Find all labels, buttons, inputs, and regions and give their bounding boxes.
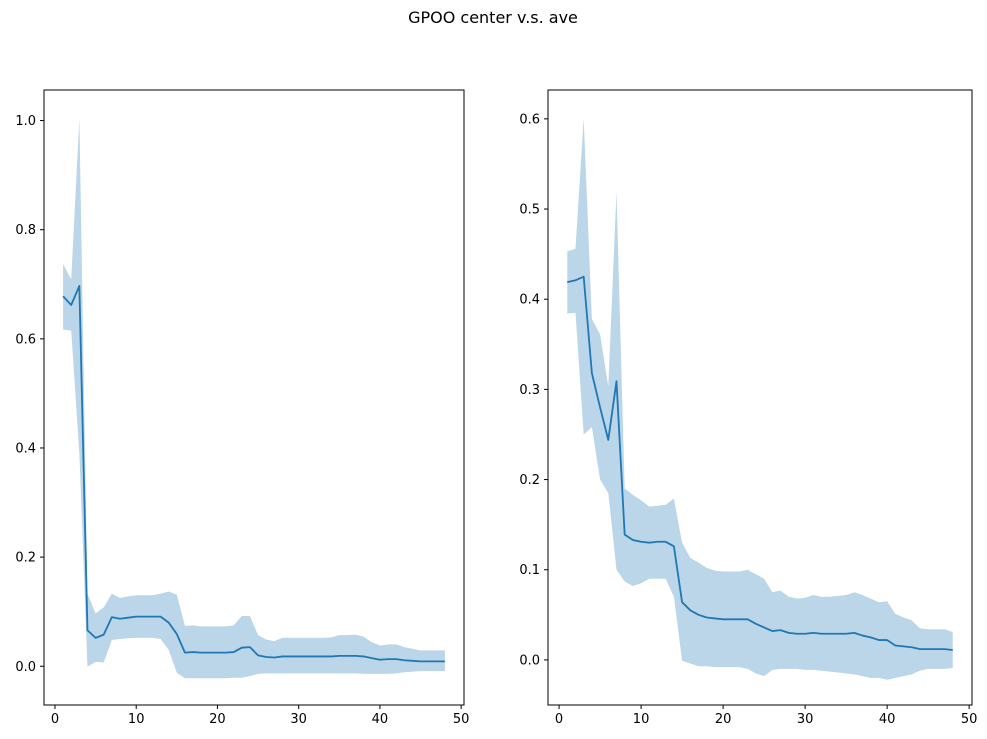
axes-frame — [547, 89, 973, 706]
y-tick-label: 0.2 — [519, 473, 540, 488]
y-tick-label: 0.4 — [519, 293, 540, 308]
series-line — [62, 285, 445, 663]
y-tick-label: 0.3 — [519, 383, 540, 398]
y-tick-label: 0.0 — [519, 653, 540, 668]
right-chart: 0 10 20 30 40 50 0.0 0.1 0.2 0.3 0.4 0.5 0.6 — [519, 89, 978, 727]
y-tick-label: 0.0 — [15, 660, 36, 675]
y-tick-label: 0.8 — [15, 223, 36, 238]
x-tick-label: 40 — [879, 712, 896, 727]
y-tick-label: 0.6 — [15, 332, 36, 347]
x-tick-label: 0 — [51, 712, 59, 727]
y-tick-label: 0.1 — [519, 563, 540, 578]
x-tick-label: 20 — [715, 712, 732, 727]
confidence-band — [63, 118, 445, 679]
x-tick-label: 30 — [797, 712, 814, 727]
series-line — [567, 275, 953, 651]
y-tick-label: 0.6 — [519, 112, 540, 127]
x-tick-label: 0 — [555, 712, 563, 727]
x-tick-label: 40 — [372, 712, 389, 727]
left-chart: 0 10 20 30 40 50 0.0 0.2 0.4 0.6 0.8 1.0 — [15, 89, 470, 727]
x-tick-label: 50 — [961, 712, 978, 727]
x-tick-label: 20 — [209, 712, 226, 727]
x-tick-label: 30 — [290, 712, 307, 727]
x-tick-label: 10 — [633, 712, 650, 727]
axes-frame — [43, 89, 465, 706]
x-tick-label: 10 — [128, 712, 145, 727]
confidence-band — [567, 118, 953, 680]
y-tick-label: 0.4 — [15, 441, 36, 456]
figure-title: GPOO center v.s. ave — [408, 8, 578, 27]
y-tick-label: 0.5 — [519, 203, 540, 218]
y-tick-label: 0.2 — [15, 551, 36, 566]
y-tick-label: 1.0 — [15, 114, 36, 129]
x-tick-label: 50 — [453, 712, 470, 727]
